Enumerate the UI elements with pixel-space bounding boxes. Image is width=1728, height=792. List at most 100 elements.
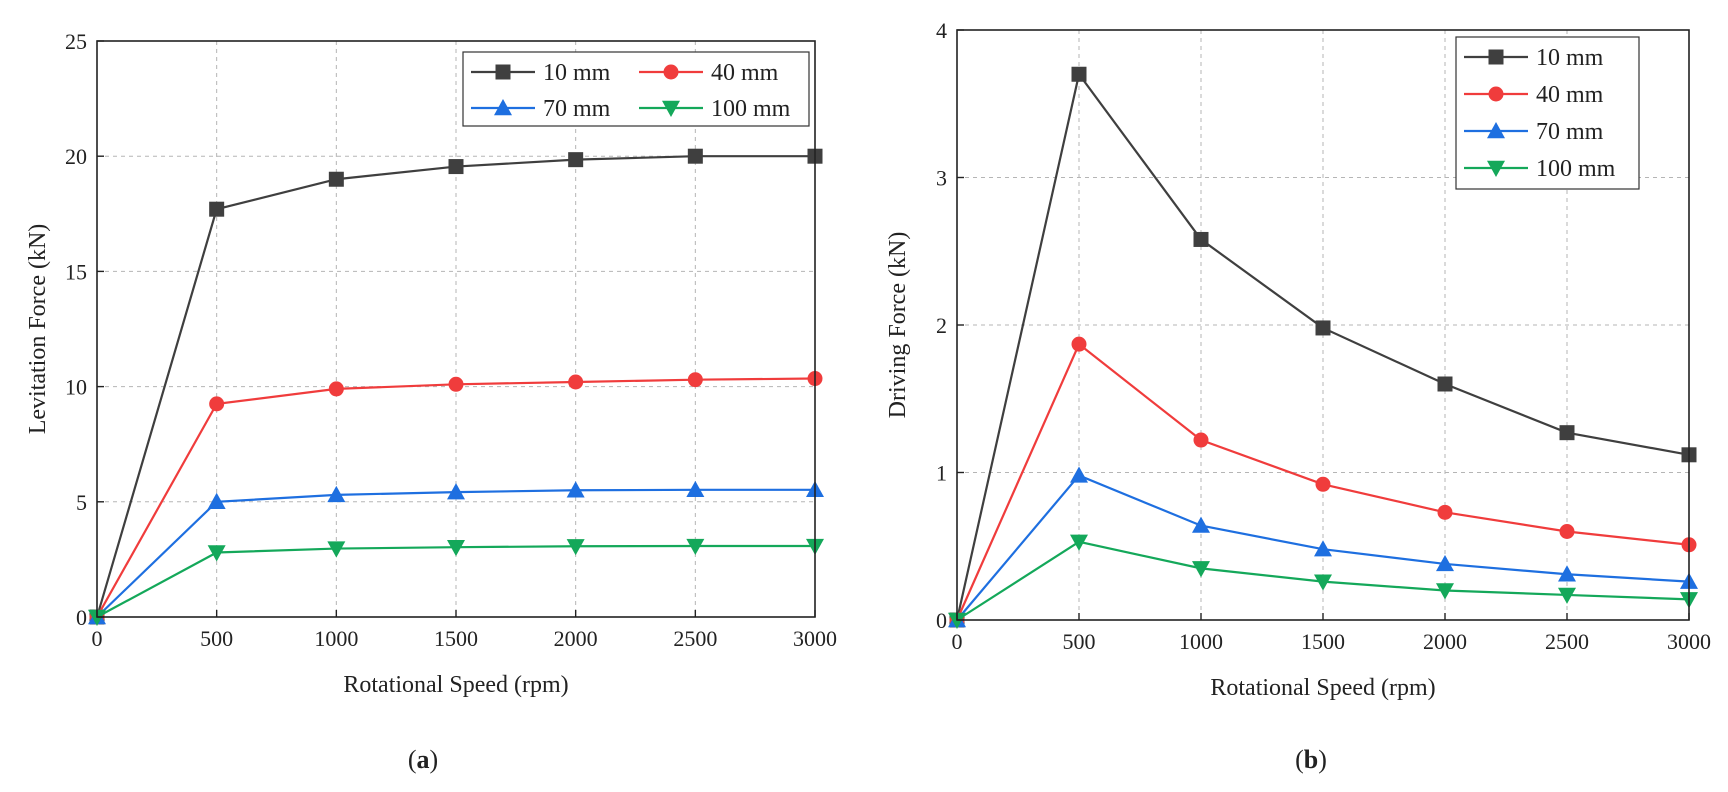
x-axis-label: Rotational Speed (rpm) [1210, 675, 1435, 701]
data-point-2-4 [1436, 554, 1454, 572]
data-point-2-5 [686, 480, 705, 498]
data-point-2-1 [207, 492, 226, 509]
x-tick-label-2: 1000 [1179, 629, 1223, 654]
data-point-3-0 [948, 612, 966, 629]
y-tick-label-0: 0 [936, 608, 947, 633]
data-point-1-5 [1559, 524, 1575, 539]
legend-marker-2 [494, 99, 512, 116]
panel-label: (a) [408, 745, 438, 774]
data-point-3-3 [447, 539, 465, 557]
y-tick-label-2: 2 [936, 313, 947, 338]
data-point-2-1 [1070, 466, 1088, 483]
data-point-1-1 [209, 396, 225, 412]
data-point-3-1 [207, 545, 226, 562]
y-tick-label-3: 3 [936, 166, 947, 191]
legend: 10 mm 40 mm 70 mm 100 mm [462, 51, 810, 127]
y-axis-label: Levitation Force (kN) [25, 224, 51, 435]
legend-entry-1: 40 mm [1536, 82, 1604, 108]
x-tick-label-1: 500 [1063, 629, 1096, 654]
data-point-1-4 [1437, 504, 1453, 520]
legend-entry-2: 70 mm [1536, 119, 1604, 145]
data-point-1-5 [687, 372, 703, 388]
data-point-0-1 [1071, 66, 1087, 82]
x-tick-label-3: 1500 [1301, 629, 1345, 654]
panel-label-open: ( [1295, 745, 1304, 774]
y-tick-label-1: 5 [76, 490, 87, 515]
panel-label-letter: a [417, 745, 430, 774]
chart-b: 0 500 1000 1500 2000 2500 3000 0 1 2 3 4 Rotational … [885, 18, 1711, 774]
x-tick-label-6: 3000 [1667, 629, 1711, 654]
x-tick-label-6: 3000 [793, 626, 837, 651]
legend-entry-0: 10 mm [543, 60, 611, 86]
x-tick-label-4: 2000 [1423, 629, 1467, 654]
data-point-3-5 [686, 538, 705, 556]
data-point-3-3 [1314, 574, 1332, 591]
legend-box [1455, 36, 1640, 190]
legend-entry-1: 40 mm [711, 60, 779, 86]
y-tick-label-4: 4 [936, 18, 947, 43]
y-tick-label-2: 10 [65, 375, 87, 400]
y-axis-label: Driving Force (kN) [885, 232, 911, 419]
panel-label-open: ( [408, 745, 417, 774]
data-point-1-1 [1071, 336, 1087, 352]
data-point-2-4 [566, 481, 585, 498]
legend-entry-2: 70 mm [543, 96, 611, 122]
data-point-2-5 [1558, 565, 1576, 582]
y-tick-label-5: 25 [65, 29, 87, 54]
legend-marker-0 [495, 64, 511, 80]
data-point-0-2 [1193, 231, 1209, 247]
legend-entry-0: 10 mm [1536, 45, 1604, 71]
x-tick-label-5: 2500 [673, 626, 717, 651]
legend-entry-3: 100 mm [1536, 156, 1616, 182]
x-tick-label-0: 0 [92, 626, 103, 651]
data-point-3-4 [1436, 583, 1454, 600]
data-point-1-3 [448, 376, 464, 392]
data-point-0-2 [328, 171, 344, 187]
x-tick-label-2: 1000 [314, 626, 358, 651]
data-point-3-4 [566, 539, 585, 556]
legend-marker-1 [1488, 86, 1504, 102]
data-point-1-3 [1315, 476, 1331, 492]
data-point-0-3 [448, 159, 464, 175]
data-point-0-5 [1559, 425, 1575, 441]
data-point-2-2 [327, 485, 346, 503]
data-point-0-1 [209, 201, 225, 217]
data-point-0-4 [1437, 376, 1453, 392]
data-point-0-4 [568, 152, 584, 168]
data-point-1-2 [1193, 432, 1209, 448]
legend-marker-0 [1488, 49, 1504, 65]
legend-marker-1 [663, 64, 679, 80]
y-tick-label-0: 0 [76, 605, 87, 630]
data-point-3-5 [1558, 587, 1576, 604]
panel-label-letter: b [1304, 745, 1318, 774]
data-point-0-5 [687, 148, 703, 164]
data-point-2-2 [1192, 516, 1210, 533]
panel-label: (b) [1295, 745, 1327, 774]
data-point-2-3 [1314, 540, 1332, 557]
y-tick-label-4: 20 [65, 144, 87, 169]
data-point-1-4 [568, 374, 584, 390]
data-point-2-3 [447, 483, 465, 500]
chart-a: 0 500 1000 1500 2000 2500 3000 0 5 10 15 20 25 Rotati… [25, 29, 837, 774]
legend-box [462, 51, 810, 127]
legend-marker-3 [662, 100, 680, 117]
legend: 10 mm 40 mm 70 mm 100 mm [1455, 36, 1640, 190]
data-point-1-2 [328, 381, 344, 397]
x-axis-label: Rotational Speed (rpm) [343, 672, 568, 698]
data-point-0-3 [1315, 320, 1331, 336]
data-point-3-0 [88, 609, 106, 626]
x-tick-label-4: 2000 [554, 626, 598, 651]
x-tick-label-0: 0 [952, 629, 963, 654]
legend-marker-3 [1487, 160, 1505, 177]
data-point-3-2 [327, 541, 346, 558]
data-point-3-2 [1192, 561, 1210, 578]
panel-label-close: ) [1318, 745, 1327, 774]
x-tick-label-5: 2500 [1545, 629, 1589, 654]
y-tick-label-1: 1 [936, 461, 947, 486]
panel-label-close: ) [430, 745, 439, 774]
x-tick-label-1: 500 [200, 626, 233, 651]
x-tick-label-3: 1500 [434, 626, 478, 651]
legend-marker-2 [1487, 122, 1505, 139]
